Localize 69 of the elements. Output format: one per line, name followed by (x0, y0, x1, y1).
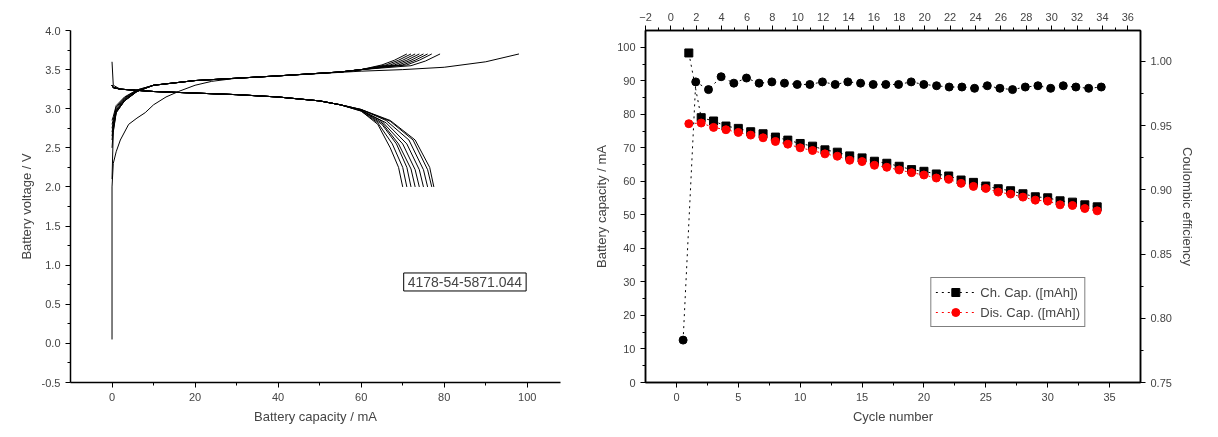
x2-tick-label: 28 (1020, 10, 1033, 23)
y-tick-label: 0.0 (45, 337, 61, 350)
y-tick-label: 4.0 (45, 24, 61, 37)
y-tick-label: 100 (617, 41, 636, 54)
x-tick-label: 0 (673, 390, 680, 403)
y-tick-label: 3.0 (45, 102, 61, 115)
y-tick-label: 20 (623, 309, 636, 322)
x2-tick-label: 18 (893, 10, 906, 23)
x-tick-label: 20 (917, 390, 931, 403)
x-tick-label: 80 (438, 390, 451, 403)
y2-tick-label: 0.90 (1150, 183, 1172, 196)
y-tick-label: -0.5 (41, 376, 61, 389)
x-tick-label: 15 (855, 390, 869, 403)
y2-tick-label: 0.95 (1150, 119, 1172, 132)
x2-tick-label: 36 (1121, 10, 1134, 23)
y-tick-label: 3.5 (45, 63, 61, 76)
y-tick-label: 1.5 (45, 220, 61, 233)
annotation: 4178-54-5871.044 (407, 273, 523, 290)
x2-tick-label: 8 (769, 10, 776, 23)
y-tick-label: 0 (629, 376, 636, 389)
x-tick-label: 25 (979, 390, 992, 403)
y-axis-title: Battery voltage / V (18, 153, 34, 260)
x2-tick-label: 30 (1045, 10, 1058, 23)
x2-tick-label: 26 (994, 10, 1008, 23)
y2-axis-title: Coulombic efficiency (1179, 147, 1195, 267)
x-tick-label: 30 (1041, 390, 1054, 403)
x2-tick-label: 4 (718, 10, 725, 23)
x2-tick-label: 14 (842, 10, 855, 23)
x-tick-label: 40 (272, 390, 285, 403)
y-tick-label: 30 (623, 275, 636, 288)
x-tick-label: 10 (794, 390, 807, 403)
y-tick-label: 40 (623, 242, 636, 255)
x2-tick-label: 20 (918, 10, 931, 23)
x2-tick-label: 24 (969, 10, 982, 23)
y-tick-label: 2.0 (45, 180, 61, 193)
x-tick-label: 0 (108, 390, 116, 403)
y2-tick-label: 0.75 (1150, 376, 1172, 389)
x2-tick-label: 6 (743, 10, 751, 23)
x-axis-title: Cycle number (852, 408, 934, 424)
x2-tick-label: 34 (1096, 10, 1109, 23)
y-tick-label: 90 (623, 74, 636, 87)
y-tick-label: 10 (623, 342, 636, 355)
x-tick-label: 35 (1103, 390, 1116, 403)
x-tick-label: 100 (518, 390, 537, 403)
y-tick-label: 1.0 (45, 259, 61, 272)
y2-tick-label: 0.80 (1150, 312, 1172, 325)
y-axis-title: Battery capacity / mA (594, 144, 610, 268)
x2-tick-label: 32 (1070, 10, 1084, 23)
x-tick-label: 20 (188, 390, 202, 403)
legend-label: Ch. Cap. ([mAh]) (980, 284, 1078, 300)
x2-tick-label: 0 (667, 10, 674, 23)
y2-tick-label: 1.00 (1150, 55, 1172, 68)
x-axis-title: Battery capacity / mA (254, 408, 378, 424)
y-tick-label: 0.5 (45, 298, 61, 311)
x2-tick-label: 2 (693, 10, 700, 23)
x2-tick-label: 10 (791, 10, 804, 23)
legend-label: Dis. Cap. ([mAh]) (980, 304, 1080, 320)
y-tick-label: 70 (623, 141, 636, 154)
y-tick-label: 60 (623, 175, 636, 188)
x-tick-label: 5 (735, 390, 742, 403)
y-tick-label: 50 (623, 208, 636, 221)
x2-tick-label: 12 (817, 10, 830, 23)
y-tick-label: 2.5 (45, 141, 61, 154)
x2-tick-label: 16 (867, 10, 881, 23)
y2-tick-label: 0.85 (1150, 248, 1172, 261)
y-tick-label: 80 (623, 108, 636, 121)
x2-tick-label: −2 (639, 10, 652, 23)
x-tick-label: 60 (355, 390, 368, 403)
x2-tick-label: 22 (944, 10, 957, 23)
